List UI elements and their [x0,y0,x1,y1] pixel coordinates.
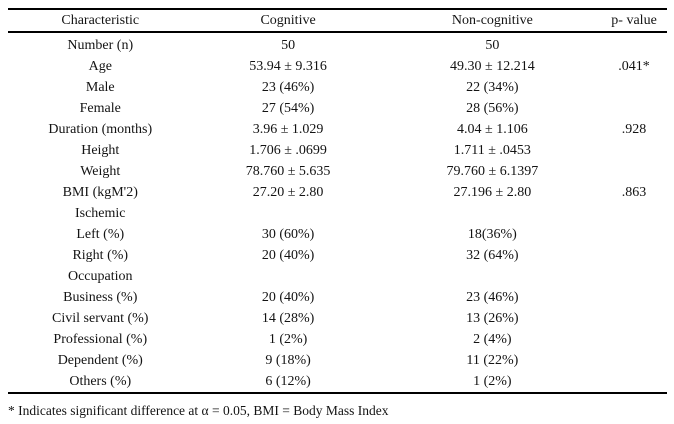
table-cell: Others (%) [69,373,132,389]
table-row: Duration (months) 3.96 ± 1.029 4.04 ± 1.10… [8,119,667,140]
table-row: BMI (kgM'2) 27.20 ± 2.80 27.196 ± 2.80 .863 [8,182,667,203]
table-row: Height 1.706 ± .0699 1.711 ± .0453 [8,140,667,161]
table-row: Dependent (%) 9 (18%) 11 (22%) [8,350,667,371]
table-cell: 32 (64%) [466,247,519,263]
table-cell: Height [81,142,120,158]
table-cell: 11 (22%) [466,352,519,368]
table-cell: 4.04 ± 1.106 [457,121,528,137]
table-cell: Number (n) [67,37,134,53]
table-cell: 13 (26%) [466,310,519,326]
table-cell: Professional (%) [53,331,148,347]
table-cell [193,203,384,224]
table-cell: Male [85,79,115,95]
table-cell: 50 [281,37,296,53]
table-cell: 1 (2%) [268,331,308,347]
table-cell: 9 (18%) [265,352,311,368]
table-cell: 78.760 ± 5.635 [245,163,331,179]
table-cell: 2 (4%) [473,331,512,347]
table-cell: 50 [485,37,500,53]
table-cell: 1.711 ± .0453 [453,142,531,158]
table-cell [384,203,601,224]
table-cell: 18(36%) [467,226,517,242]
table-row: Weight 78.760 ± 5.635 79.760 ± 6.1397 [8,161,667,182]
table-cell [193,266,384,287]
table-cell: 14 (28%) [261,310,315,326]
table-cell: 23 (46%) [466,289,519,305]
table-row: Right (%) 20 (40%) 32 (64%) [8,245,667,266]
column-header: Cognitive [192,9,384,33]
table-cell: 53.94 ± 9.316 [249,58,327,74]
table-row: Ischemic [8,203,667,224]
table-row: Civil servant (%) 14 (28%) 13 (26%) [8,308,667,329]
table-row: Female 27 (54%) 28 (56%) [8,98,667,119]
table-row: Left (%) 30 (60%) 18(36%) [8,224,667,245]
table-cell: BMI (kgM'2) [62,184,138,200]
table-cell: 22 (34%) [466,79,519,95]
table-cell: Occupation [67,268,133,284]
header-row: Characteristic Cognitive Non-cognitive p- v… [8,9,667,33]
table-cell [601,245,667,266]
column-header: p- value [601,9,667,33]
table-cell [601,32,667,56]
table-cell [601,98,667,119]
table-cell [601,140,667,161]
table-cell: Duration (months) [48,121,153,137]
table-cell [601,350,667,371]
table-cell: 27.20 ± 2.80 [252,184,324,200]
table-cell: .928 [621,121,647,137]
table-cell: 20 (40%) [261,289,315,305]
table-cell [601,371,667,393]
table-cell: Business (%) [63,289,138,305]
table-cell: Left (%) [76,226,125,242]
table-row: Business (%) 20 (40%) 23 (46%) [8,287,667,308]
table-cell: .863 [621,184,647,200]
table-cell: 1.706 ± .0699 [249,142,327,158]
table-cell [601,161,667,182]
table-cell: 27.196 ± 2.80 [453,184,532,200]
column-header: Non-cognitive [383,9,602,33]
table-row: Professional (%) 1 (2%) 2 (4%) [8,329,667,350]
table-row: Male 23 (46%) 22 (34%) [8,77,667,98]
table-row: Age 53.94 ± 9.316 49.30 ± 12.214 .041* [8,56,667,77]
table-cell: Weight [80,163,121,179]
table-row: Others (%) 6 (12%) 1 (2%) [8,371,667,393]
table-cell: 27 (54%) [261,100,315,116]
table-cell: 6 (12%) [265,373,311,389]
table-row: Occupation [8,266,667,287]
table-cell [601,77,667,98]
table-cell [384,266,601,287]
table-cell: .041* [618,58,650,74]
table-cell: Age [88,58,112,74]
table-cell: 1 (2%) [473,373,512,389]
table-row: Number (n) 50 50 [8,32,667,56]
table-cell: Female [79,100,121,116]
table-cell [601,224,667,245]
table-cell: 23 (46%) [261,79,315,95]
table-cell [601,329,667,350]
table-cell [601,203,667,224]
table-cell [601,287,667,308]
table-cell [601,308,667,329]
table-cell: 20 (40%) [261,247,315,263]
table-cell: Civil servant (%) [52,310,149,326]
characteristics-table: Characteristic Cognitive Non-cognitive p- v… [8,8,667,394]
table-cell: 79.760 ± 6.1397 [446,163,539,179]
table-body: Number (n) 50 50 Age 53.94 ± 9.316 49.30 ± 12… [8,32,667,393]
table-footnote: * Indicates significant difference at α … [8,403,389,418]
table-cell: 30 (60%) [261,226,315,242]
table-cell: 28 (56%) [466,100,519,116]
column-header: Characteristic [8,9,193,33]
table-cell: 3.96 ± 1.029 [252,121,324,137]
table-cell: Ischemic [74,205,126,221]
table-cell: 49.30 ± 12.214 [450,58,535,74]
table-cell: Right (%) [72,247,129,263]
table-cell [601,266,667,287]
table-cell: Dependent (%) [57,352,143,368]
